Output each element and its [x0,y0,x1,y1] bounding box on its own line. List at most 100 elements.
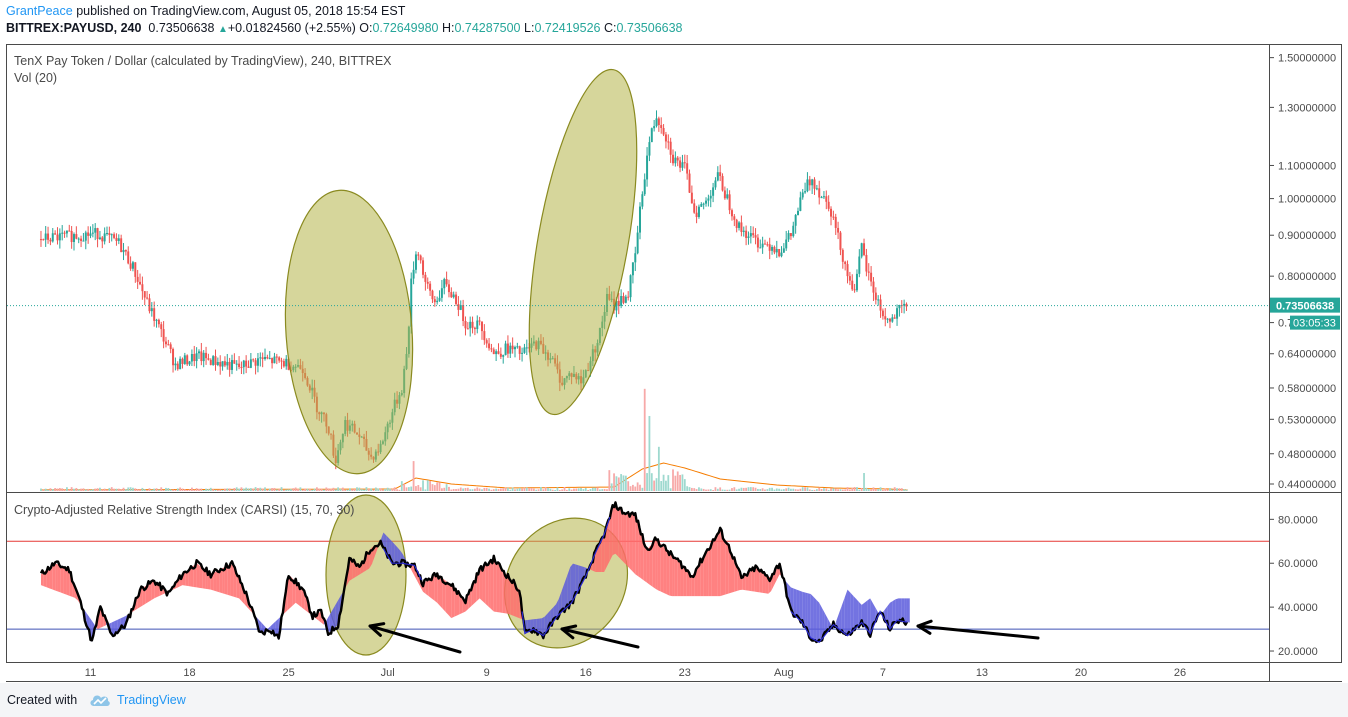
carsi-red-fill [352,561,356,580]
carsi-red-fill [762,573,766,594]
volume-bar [584,488,587,491]
carsi-red-fill [765,575,769,594]
volume-bar [169,489,172,491]
candle-body [471,321,474,328]
volume-bar [294,487,297,491]
carsi-red-fill [516,586,520,619]
candle-body [695,212,698,217]
carsi-blue-fill [556,598,559,618]
candle-body [129,263,132,269]
author-link[interactable]: GrantPeace [6,4,73,18]
carsi-blue-fill [898,598,902,622]
chart-canvas[interactable]: 1.50000000 1.30000000 1.10000000 1.00000000… [0,0,1348,683]
candle-body [504,343,507,356]
carsi-red-fill [456,591,460,616]
candle-body [84,232,87,241]
volume-bar [245,487,248,491]
carsi-red-fill [440,576,443,609]
volume-bar [181,488,184,491]
volume-bar [728,489,731,491]
volume-bar [99,487,101,491]
volume-bar [391,488,394,491]
carsi-red-fill [751,568,755,592]
candle-body [804,191,807,193]
tradingview-logo-icon[interactable] [88,692,112,708]
candle-body [214,356,217,365]
tradingview-link[interactable]: TradingView [117,693,186,707]
volume-bar [632,484,634,491]
volume-bar [825,488,828,491]
published-text: published on TradingView.com, August 05,… [72,4,406,18]
candle-body [756,237,759,248]
volume-bar [42,489,45,491]
carsi-blue-fill [539,618,542,635]
volume-bar [419,487,422,491]
carsi-red-fill [496,562,500,613]
volume-bar [54,488,57,491]
volume-bar [58,487,61,491]
annotation-arrowhead [368,622,386,637]
candle-body [98,237,101,240]
volume-bar [202,489,205,491]
axes: 1.50000000 1.30000000 1.10000000 1.00000000… [85,53,1340,679]
carsi-blue-fill [391,541,395,564]
volume-bar [455,489,457,491]
volume-bar [353,489,356,491]
time-axis-label: 18 [183,667,195,679]
carsi-blue-fill [567,567,571,607]
volume-bar [893,487,896,491]
annotation-arrow [560,627,640,649]
carsi-red-fill [454,588,457,617]
volume-bar [804,487,806,491]
volume-bar [544,487,547,491]
symbol-label[interactable]: BITTREX:PAYUSD, 240 [6,21,142,35]
carsi-red-fill [437,574,441,606]
volume-bar [747,487,750,491]
volume-bar [264,487,266,491]
candle-body [674,157,677,164]
candle-body [424,274,427,282]
volume-bar [872,487,875,491]
price-axis-label: 0.48000000 [1278,449,1336,461]
candle-body [63,232,66,234]
candle-body [193,354,196,362]
candle-body [690,192,693,204]
carsi-red-fill [485,563,489,607]
candle-body [742,230,745,232]
price-pane[interactable] [7,62,1269,491]
volume-bar [723,489,726,491]
volume-bar [848,489,851,491]
carsi-red-fill [199,565,203,589]
volume-bar [91,489,94,491]
volume-bar [396,489,398,491]
candle-body [813,179,816,189]
candle-body [650,128,653,143]
candle-body [169,344,172,349]
volume-bar [561,489,564,491]
carsi-pane[interactable] [7,494,1269,672]
volume-bar [683,479,686,491]
carsi-red-fill [601,534,605,573]
carsi-blue-fill [844,589,848,636]
time-axis-label: 16 [580,667,592,679]
carsi-red-fill [434,574,438,603]
volume-bar [775,488,778,491]
carsi-red-fill [499,565,503,613]
volume-bar [176,488,179,491]
candle-body [858,256,861,274]
volume-bar [695,489,698,491]
carsi-blue-fill [816,599,820,643]
candle-body [459,305,462,310]
candle-body [94,228,97,233]
volume-bar [285,489,288,491]
candle-body [450,292,453,298]
carsi-red-fill [219,568,223,594]
low-value: 0.72419526 [534,21,601,35]
candle-body [101,237,104,242]
annotation-arrowhead [560,624,578,640]
volume-bar [523,487,526,491]
volume-bar [320,488,323,491]
volume-bar [311,489,314,491]
candle-body [903,303,906,306]
volume-bar [318,488,321,491]
